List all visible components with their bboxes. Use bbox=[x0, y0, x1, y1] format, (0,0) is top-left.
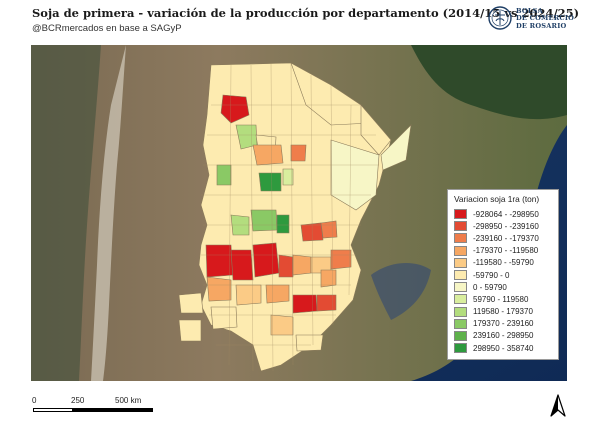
scale-bar-segment-3 bbox=[113, 408, 153, 412]
legend-item: -298950 - -239160 bbox=[454, 220, 553, 232]
legend-item: -59790 - 0 bbox=[454, 269, 553, 281]
legend-swatch bbox=[454, 245, 467, 256]
scale-tick-250: 250 bbox=[71, 396, 85, 405]
legend-item: 59790 - 119580 bbox=[454, 293, 553, 305]
legend-label: -928064 - -298950 bbox=[473, 209, 539, 219]
legend-list: -928064 - -298950 -298950 - -239160 -23916… bbox=[454, 208, 553, 354]
legend-title: Variacion soja 1ra (ton) bbox=[454, 194, 540, 204]
legend-item: -179370 - -119580 bbox=[454, 245, 553, 257]
legend-label: 119580 - 179370 bbox=[473, 307, 533, 317]
legend-label: 59790 - 119580 bbox=[473, 294, 529, 304]
scale-tick-0: 0 bbox=[32, 396, 37, 405]
scale-tick-500: 500 km bbox=[115, 396, 142, 405]
legend: Variacion soja 1ra (ton) -928064 - -2989… bbox=[447, 189, 559, 361]
legend-item: -928064 - -298950 bbox=[454, 208, 553, 220]
legend-item: 119580 - 179370 bbox=[454, 306, 553, 318]
legend-swatch bbox=[454, 330, 467, 341]
legend-label: -119580 - -59790 bbox=[473, 258, 534, 268]
bcr-logo: BOLSA DE COMERCIO DE ROSARIO bbox=[488, 6, 578, 36]
legend-label: 0 - 59790 bbox=[473, 282, 507, 292]
bcr-seal-icon bbox=[488, 6, 512, 30]
legend-swatch bbox=[454, 233, 467, 244]
legend-label: 298950 - 358740 bbox=[473, 343, 534, 353]
map-title: Soja de primera - variación de la produc… bbox=[32, 6, 580, 20]
department-borders bbox=[201, 62, 379, 372]
legend-swatch bbox=[454, 209, 467, 220]
legend-swatch bbox=[454, 270, 467, 281]
legend-label: -239160 - -179370 bbox=[473, 233, 539, 243]
north-arrow-icon bbox=[550, 394, 566, 417]
legend-label: 179370 - 239160 bbox=[473, 319, 534, 329]
legend-label: -179370 - -119580 bbox=[473, 246, 539, 256]
legend-item: 179370 - 239160 bbox=[454, 318, 553, 330]
legend-swatch bbox=[454, 257, 467, 268]
legend-item: -239160 - -179370 bbox=[454, 232, 553, 244]
legend-swatch bbox=[454, 282, 467, 293]
legend-swatch bbox=[454, 221, 467, 232]
legend-label: -298950 - -239160 bbox=[473, 221, 539, 231]
map-subtitle: @BCRmercados en base a SAGyP bbox=[32, 23, 182, 34]
legend-swatch bbox=[454, 294, 467, 305]
legend-item: -119580 - -59790 bbox=[454, 257, 553, 269]
legend-swatch bbox=[454, 343, 467, 354]
legend-item: 0 - 59790 bbox=[454, 281, 553, 293]
legend-label: -59790 - 0 bbox=[473, 270, 510, 280]
bcr-logo-text: BOLSA DE COMERCIO DE ROSARIO bbox=[516, 7, 575, 30]
map-area bbox=[31, 45, 567, 381]
scale-bar-segment-1 bbox=[33, 408, 73, 412]
scale-bar-segment-2 bbox=[73, 408, 113, 412]
legend-swatch bbox=[454, 318, 467, 329]
scale-bar: 0 250 500 km bbox=[32, 396, 193, 420]
legend-label: 239160 - 298950 bbox=[473, 331, 534, 341]
legend-item: 298950 - 358740 bbox=[454, 342, 553, 354]
legend-swatch bbox=[454, 306, 467, 317]
legend-item: 239160 - 298950 bbox=[454, 330, 553, 342]
satellite-basemap bbox=[31, 45, 567, 381]
